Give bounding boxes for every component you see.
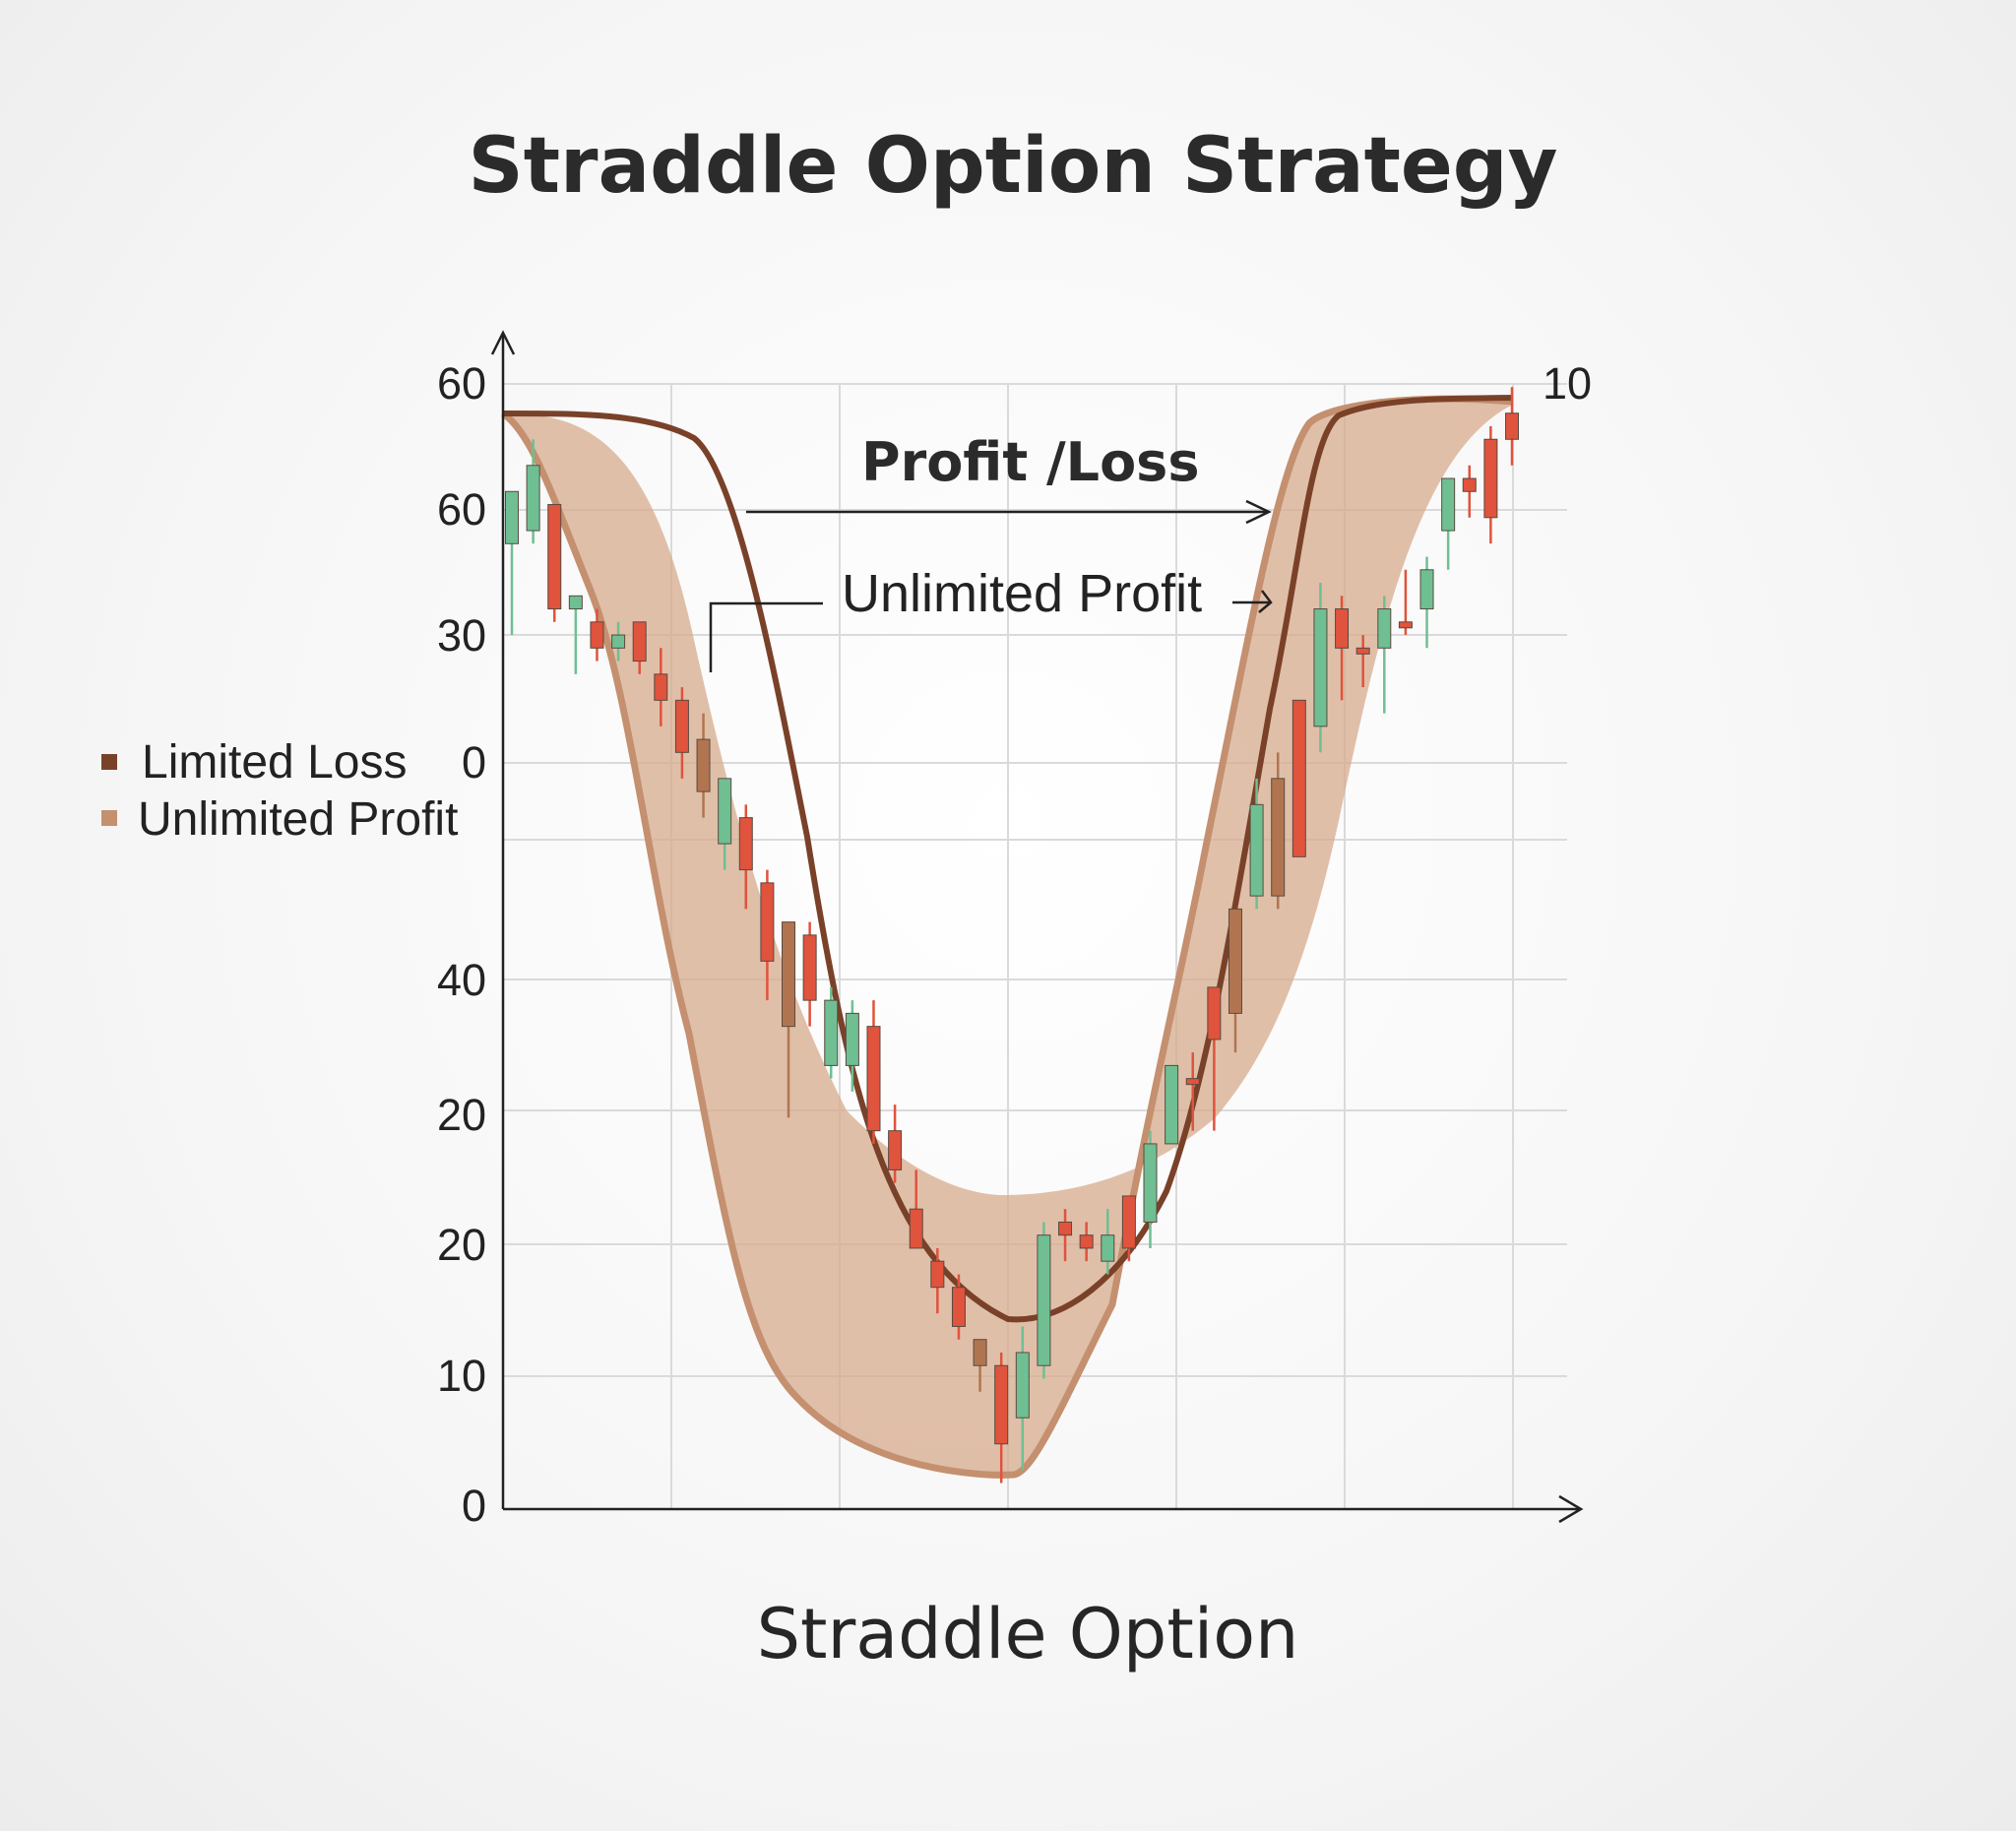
limited-loss-upper-curve bbox=[502, 395, 1514, 1323]
candle-body bbox=[802, 934, 817, 1001]
right-tick-label: 10 bbox=[1543, 358, 1592, 409]
candle-body bbox=[866, 1026, 881, 1132]
candle-body bbox=[674, 699, 689, 753]
y-tick-label: 60 bbox=[437, 358, 486, 409]
candle-body bbox=[909, 1208, 923, 1249]
annotation-arrow bbox=[746, 499, 1272, 525]
axes bbox=[490, 330, 1584, 1524]
y-tick-label: 30 bbox=[437, 610, 486, 661]
candle-body bbox=[611, 634, 626, 649]
candle-body bbox=[760, 882, 775, 962]
candle-body bbox=[824, 999, 839, 1066]
candlesticks bbox=[505, 387, 1519, 1484]
candle-body bbox=[1207, 986, 1222, 1041]
legend-label-limited-loss: Limited Loss bbox=[142, 736, 407, 789]
candle-body bbox=[1292, 699, 1306, 857]
candle-body bbox=[782, 921, 796, 1028]
candle-body bbox=[888, 1130, 903, 1170]
candle-body bbox=[738, 817, 753, 871]
candle-body bbox=[1079, 1234, 1094, 1249]
chart-title: Straddle Option Strategy bbox=[469, 122, 1558, 211]
candle-body bbox=[696, 738, 711, 792]
annotation-leader-line bbox=[709, 590, 1273, 672]
unlimited-profit-band bbox=[503, 399, 1513, 1476]
x-axis-label: Straddle Option bbox=[757, 1594, 1299, 1674]
candle-body bbox=[845, 1012, 859, 1066]
candle-body bbox=[654, 673, 668, 701]
candle-body bbox=[930, 1260, 945, 1289]
candle-body bbox=[1185, 1078, 1200, 1086]
candle-body bbox=[568, 595, 583, 610]
candle-body bbox=[1377, 608, 1392, 649]
candle-body bbox=[1419, 569, 1434, 610]
candle-body bbox=[1143, 1143, 1158, 1223]
unlimited-profit-lower-curve bbox=[500, 395, 1514, 1479]
annotation-unlimited-profit: Unlimited Profit bbox=[842, 564, 1202, 623]
y-tick-label: 10 bbox=[437, 1351, 486, 1401]
candle-body bbox=[718, 778, 732, 845]
candle-body bbox=[1355, 647, 1370, 655]
candle-body bbox=[994, 1364, 1009, 1445]
candle-body bbox=[1228, 908, 1242, 1014]
candle-body bbox=[951, 1287, 966, 1327]
legend-swatch-unlimited-profit bbox=[101, 810, 117, 826]
legend-label-unlimited-profit: Unlimited Profit bbox=[138, 793, 458, 846]
candle-body bbox=[1121, 1195, 1136, 1249]
y-tick-label: 0 bbox=[462, 737, 486, 788]
candle-body bbox=[1101, 1234, 1115, 1262]
candle-body bbox=[1058, 1221, 1073, 1236]
candle-body bbox=[1505, 412, 1519, 440]
y-tick-label: 0 bbox=[462, 1481, 486, 1531]
candle-body bbox=[632, 621, 647, 663]
candle-body bbox=[526, 465, 540, 532]
candle-body bbox=[505, 490, 519, 544]
y-tick-label: 60 bbox=[437, 484, 486, 535]
candle-body bbox=[973, 1339, 987, 1366]
candle-body bbox=[1462, 477, 1477, 492]
annotation-profit-loss: Profit /Loss bbox=[861, 431, 1199, 493]
y-tick-label: 20 bbox=[437, 1220, 486, 1270]
candle-body bbox=[547, 504, 562, 610]
candle-body bbox=[1313, 608, 1328, 727]
candle-body bbox=[1483, 438, 1498, 519]
candle-body bbox=[1271, 778, 1286, 897]
candle-body bbox=[590, 621, 604, 649]
legend: Limited Loss Unlimited Profit bbox=[101, 736, 458, 846]
candle-body bbox=[1037, 1234, 1051, 1366]
candle-body bbox=[1249, 803, 1264, 897]
candle-body bbox=[1398, 621, 1413, 629]
candle-body bbox=[1335, 608, 1350, 649]
candle-body bbox=[1015, 1352, 1030, 1419]
y-tick-label: 20 bbox=[437, 1090, 486, 1140]
candle-body bbox=[1165, 1064, 1179, 1145]
candle-body bbox=[1441, 477, 1456, 532]
y-tick-label: 40 bbox=[437, 955, 486, 1005]
legend-swatch-limited-loss bbox=[101, 754, 117, 770]
